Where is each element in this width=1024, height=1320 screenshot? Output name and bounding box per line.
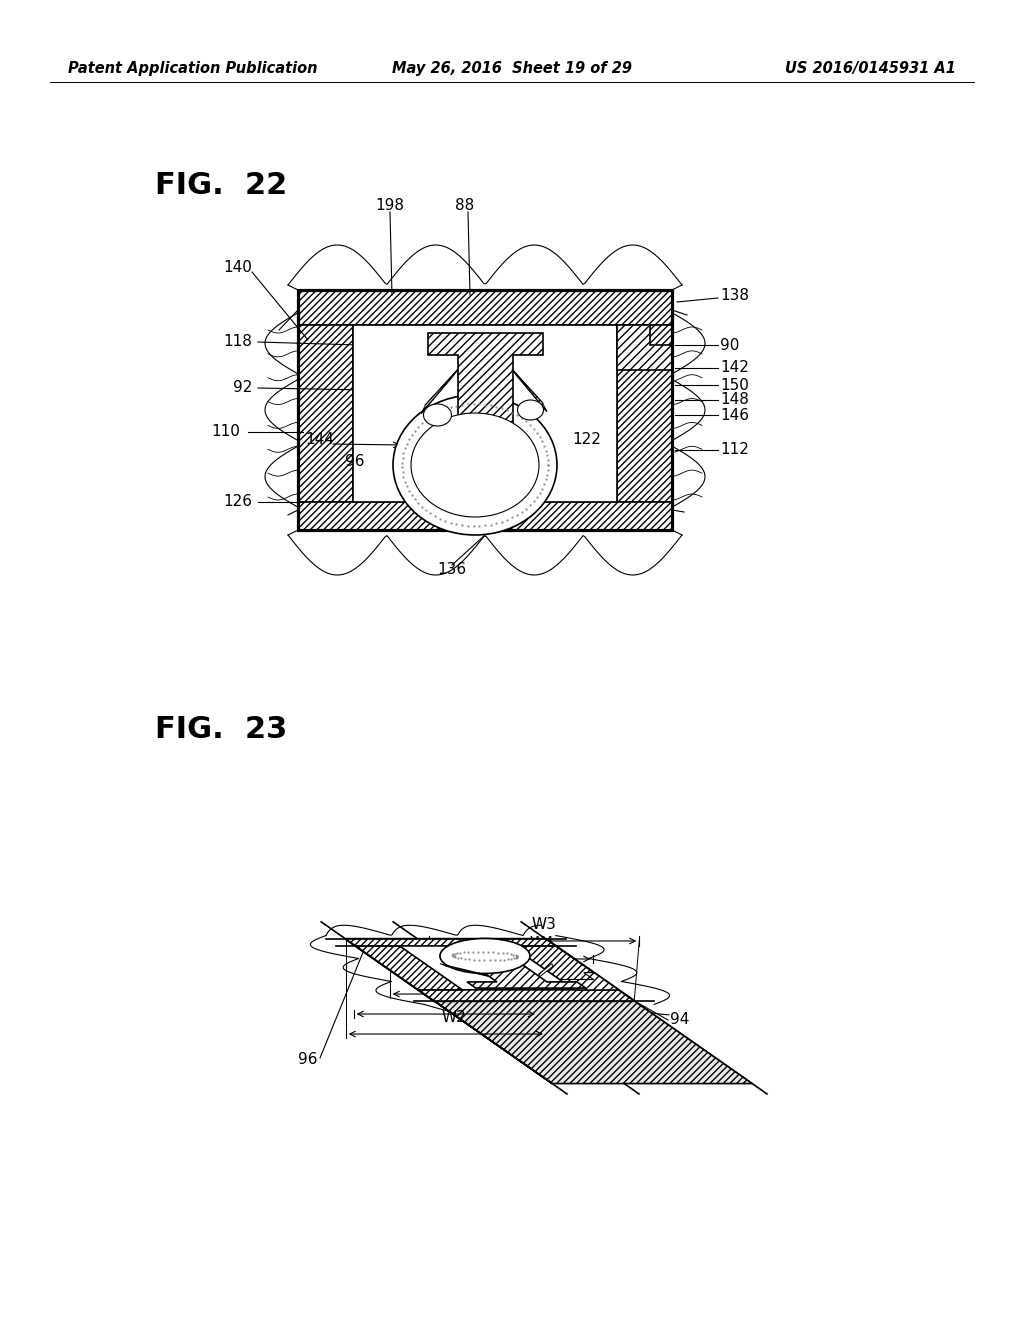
Text: W6: W6 [441,990,466,1005]
Polygon shape [559,973,618,990]
Text: 94: 94 [510,434,529,450]
Text: 150: 150 [720,378,749,392]
Text: May 26, 2016  Sheet 19 of 29: May 26, 2016 Sheet 19 of 29 [392,61,632,75]
Polygon shape [434,1001,753,1084]
Polygon shape [419,990,634,1001]
Text: 148: 148 [720,392,749,408]
Polygon shape [512,946,618,990]
Polygon shape [346,939,556,946]
Polygon shape [440,964,489,977]
Text: 144: 144 [305,433,335,447]
Text: 138: 138 [720,288,749,302]
Polygon shape [422,370,458,413]
Polygon shape [427,333,543,425]
Text: 96: 96 [298,1052,317,1068]
Polygon shape [298,325,353,502]
Text: 198: 198 [376,198,404,213]
Ellipse shape [393,395,557,535]
Polygon shape [346,939,552,1084]
Polygon shape [355,946,462,990]
Text: 110: 110 [211,425,240,440]
Text: 140: 140 [223,260,253,276]
Ellipse shape [517,400,544,420]
Text: Patent Application Publication: Patent Application Publication [68,61,317,75]
Polygon shape [512,370,547,411]
Text: W2: W2 [441,1010,466,1026]
Polygon shape [346,939,634,1001]
Text: 94: 94 [670,1012,689,1027]
Text: 118: 118 [223,334,252,350]
Polygon shape [617,325,672,370]
Text: 126: 126 [223,495,252,510]
Text: FIG.  22: FIG. 22 [155,170,288,199]
Text: 146: 146 [720,408,749,422]
Polygon shape [353,325,617,502]
Text: W3: W3 [531,917,557,932]
Polygon shape [539,964,553,977]
Text: W4: W4 [529,936,555,950]
Text: 136: 136 [437,562,467,578]
Ellipse shape [424,404,452,426]
Text: 112: 112 [720,442,749,458]
Text: 88: 88 [456,198,475,213]
Polygon shape [467,965,586,989]
Ellipse shape [411,413,539,517]
Text: 92: 92 [232,380,252,396]
Text: W1: W1 [441,970,466,985]
Polygon shape [298,290,672,325]
Polygon shape [617,325,672,502]
Polygon shape [298,502,672,531]
Text: 142: 142 [720,360,749,375]
Ellipse shape [440,939,530,973]
Text: 90: 90 [720,338,739,352]
Text: US 2016/0145931 A1: US 2016/0145931 A1 [785,61,956,75]
Text: 122: 122 [572,433,601,447]
Text: 96: 96 [345,454,365,470]
Text: FIG.  23: FIG. 23 [155,715,288,744]
